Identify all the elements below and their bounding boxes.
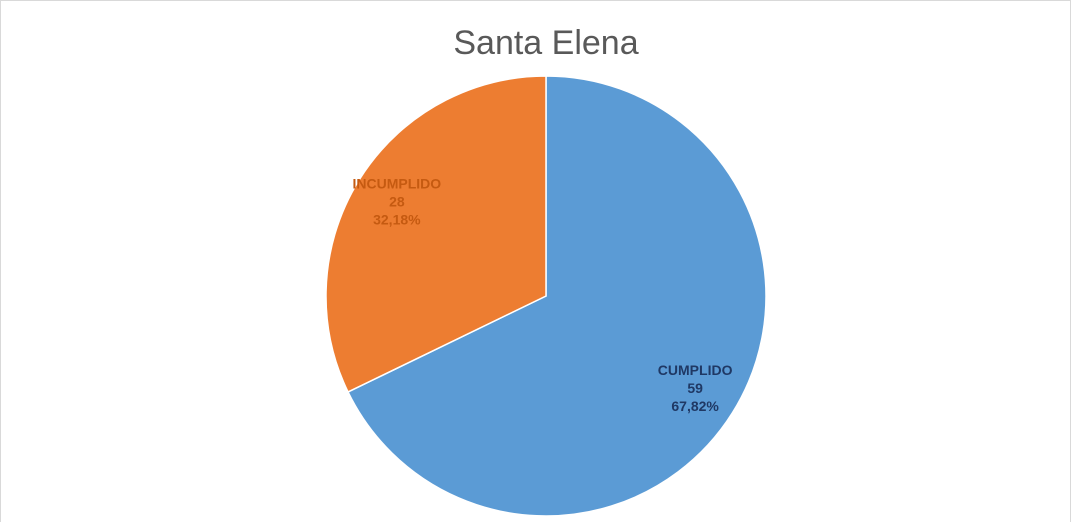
data-label-value: 59 bbox=[687, 380, 703, 396]
pie-slice bbox=[347, 75, 767, 517]
data-label-value: 28 bbox=[389, 193, 405, 209]
chart-title: Santa Elena bbox=[453, 24, 638, 62]
data-label-percent: 32,18% bbox=[373, 211, 421, 227]
data-label-percent: 67,82% bbox=[671, 398, 719, 414]
pie-slice bbox=[325, 75, 547, 393]
data-label-category: CUMPLIDO bbox=[658, 362, 733, 378]
data-label-category: INCUMPLIDO bbox=[353, 175, 442, 191]
